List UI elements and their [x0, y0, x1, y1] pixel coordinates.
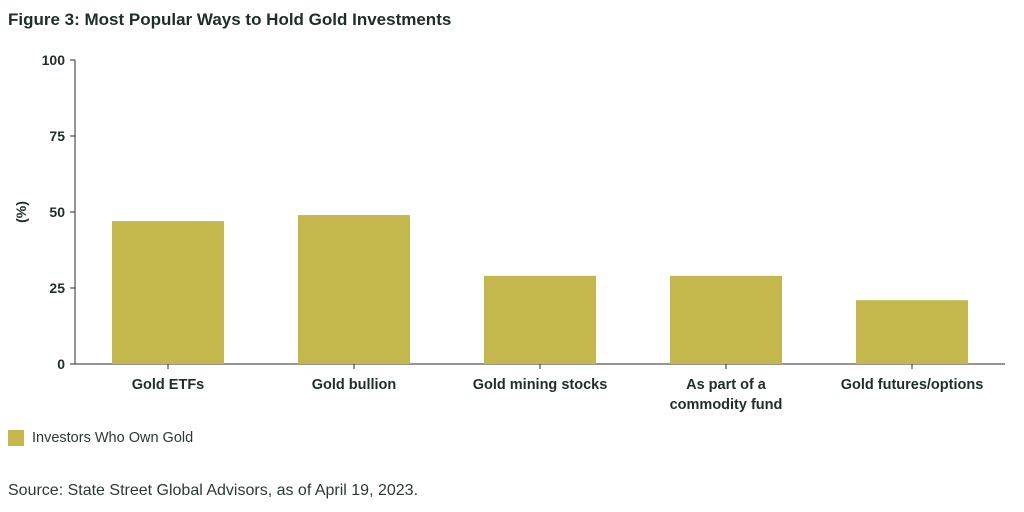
- source-note: Source: State Street Global Advisors, as…: [8, 482, 419, 499]
- bar: [670, 275, 782, 364]
- bar: [484, 275, 596, 364]
- bar: [856, 300, 968, 364]
- bar-chart: 0 25 50 75 100 (%) Gold ETFs Gold bullion Gold m…: [13, 52, 1005, 413]
- y-tick-label: 50: [49, 204, 65, 220]
- y-tick-label: 0: [57, 356, 65, 372]
- x-tick-label: commodity fund: [670, 397, 783, 413]
- x-tick-label: Gold ETFs: [132, 377, 205, 393]
- y-tick-label: 100: [42, 52, 66, 68]
- chart-title: Figure 3: Most Popular Ways to Hold Gold…: [8, 10, 452, 29]
- bar: [298, 215, 410, 364]
- legend-swatch: [8, 430, 24, 446]
- x-tick-label: As part of a: [686, 377, 767, 393]
- y-tick-label: 25: [49, 280, 65, 296]
- y-axis-label: (%): [13, 201, 29, 223]
- legend: Investors Who Own Gold: [8, 430, 193, 446]
- legend-label: Investors Who Own Gold: [32, 430, 194, 446]
- x-tick-label: Gold bullion: [312, 377, 397, 393]
- x-tick-label: Gold futures/options: [841, 377, 984, 393]
- y-tick-label: 75: [49, 128, 65, 144]
- bar: [112, 221, 224, 364]
- x-tick-label: Gold mining stocks: [473, 377, 608, 393]
